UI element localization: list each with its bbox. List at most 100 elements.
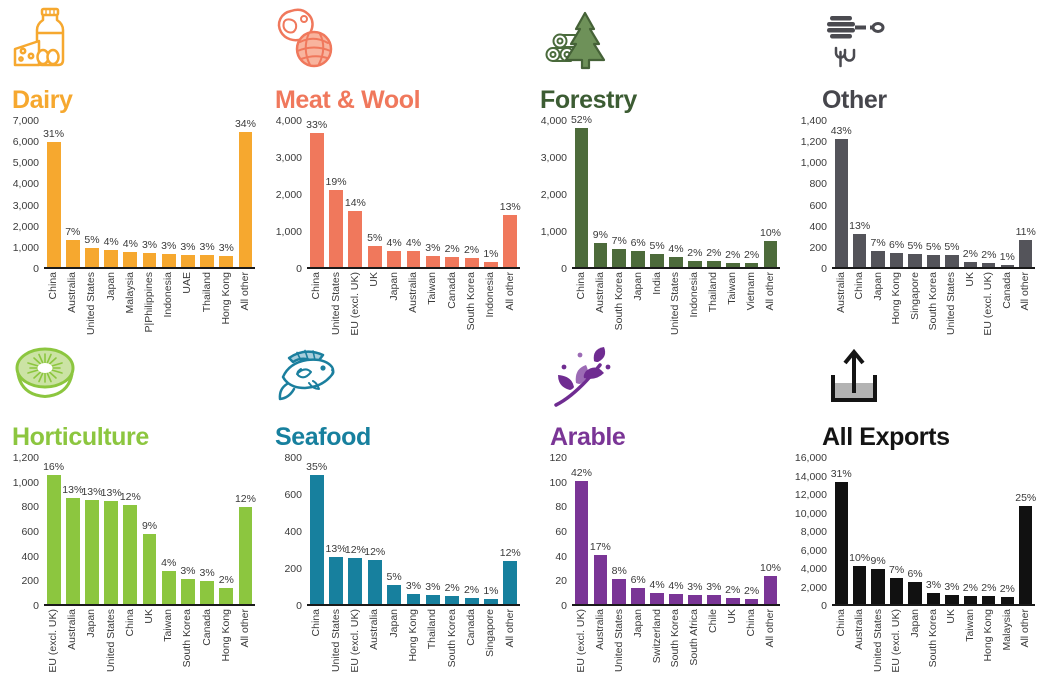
x-tick-label: South Africa <box>688 609 701 666</box>
bar <box>834 139 848 267</box>
x-tick-label: Australia <box>368 609 381 650</box>
bar <box>963 262 978 267</box>
bar-value-label: 2% <box>706 247 722 260</box>
y-tick-label: 1,400 <box>800 115 827 127</box>
x-tick-label: Switzerland <box>650 609 663 664</box>
bar-column: 31% <box>831 458 852 604</box>
bar-column: 2% <box>961 121 979 267</box>
y-axis: 0 200 400 600 800 1,000 1,200 1,400 <box>788 115 832 275</box>
y-tick-label: 7,000 <box>12 115 39 127</box>
x-tick-label: United States <box>612 609 625 673</box>
bar <box>142 533 157 604</box>
y-tick-label: 0 <box>821 263 827 275</box>
honey-dipper-icon <box>827 16 885 68</box>
bar-value-label: 2% <box>687 246 703 259</box>
bar-column: 25% <box>1015 458 1037 604</box>
bar-column: 7% <box>869 121 887 267</box>
bar <box>631 250 645 267</box>
y-tick-label: 2,000 <box>12 220 39 233</box>
bar-value-label: 3% <box>706 581 722 594</box>
bar <box>348 557 363 604</box>
bar-value-label: 4% <box>103 236 119 249</box>
bar <box>406 251 421 267</box>
bar <box>219 587 234 604</box>
plot-area: 52% 9% 7% 6% 5% 4% 2% 2% 2% 2% 10% <box>571 114 781 269</box>
bar-column: 2% <box>217 458 236 604</box>
x-tick-label: UK <box>963 272 976 287</box>
bar-value-label: 5% <box>386 570 402 583</box>
x-tick-label: All other <box>764 272 777 311</box>
x-tick-label: All other <box>503 272 516 311</box>
bar-value-label: 10% <box>760 561 782 574</box>
bar-value-label: 3% <box>405 579 422 592</box>
bar-column: 52% <box>571 114 592 267</box>
bar-value-label: 9% <box>141 519 158 532</box>
bar-value-label: 7% <box>888 564 905 577</box>
y-tick-label: 0 <box>33 263 39 275</box>
x-tick-label: South Korea <box>181 609 194 668</box>
bar <box>329 190 343 267</box>
x-tick-label: UK <box>143 609 156 624</box>
bar-value-label: 25% <box>1015 491 1037 504</box>
x-tick-label: United States <box>104 609 117 673</box>
x-tick-label: South Korea <box>926 609 939 668</box>
bar-column: 5% <box>924 121 942 267</box>
bar-value-label: 11% <box>1015 225 1036 238</box>
bar <box>945 255 959 267</box>
x-tick-label: All other <box>238 272 251 311</box>
bar-column: 9% <box>869 458 887 604</box>
bar-value-label: 2% <box>725 248 741 261</box>
x-tick-label: Singapore <box>908 272 921 320</box>
bar-value-label: 4% <box>161 556 177 569</box>
bar-column: 14% <box>345 121 366 267</box>
bar-column: 2% <box>980 121 998 267</box>
bar-column: 12% <box>500 458 521 604</box>
bar-column: 2% <box>980 458 998 604</box>
y-tick-label: 3,000 <box>12 199 39 212</box>
bar <box>669 256 683 267</box>
bar <box>503 561 518 604</box>
bar <box>387 251 402 267</box>
bar <box>982 596 996 604</box>
bar-column: 6% <box>629 458 648 604</box>
x-tick-label: Japan <box>104 272 117 301</box>
y-tick-label: 800 <box>284 452 302 464</box>
bar-value-label: 2% <box>744 585 760 598</box>
y-tick-label: 400 <box>21 550 39 563</box>
x-tick-label: China <box>310 272 323 300</box>
bar-column: 2% <box>443 458 462 604</box>
bar-value-label: 31% <box>43 128 65 141</box>
bar-column: 4% <box>384 121 403 267</box>
bar <box>65 239 80 267</box>
x-tick-label: Australia <box>66 272 79 313</box>
bar <box>1000 264 1014 267</box>
x-tick-label: Japan <box>387 609 400 638</box>
bar-column: 42% <box>571 458 592 604</box>
x-tick-label: United States <box>669 272 682 336</box>
x-tick-label: Malaysia <box>1000 609 1013 651</box>
bar <box>123 505 138 604</box>
bar-column: 5% <box>648 121 667 267</box>
bar <box>425 594 440 604</box>
y-tick-label: 3,000 <box>540 152 567 164</box>
bar <box>688 260 702 267</box>
bar <box>982 263 996 267</box>
bar <box>46 142 61 267</box>
x-tick-label: Vietnam <box>745 272 758 311</box>
bar-value-label: 4% <box>122 237 138 250</box>
bar-column: 2% <box>685 121 704 267</box>
bar <box>763 241 778 267</box>
bar <box>46 474 61 604</box>
bar-value-label: 4% <box>649 578 665 591</box>
bar-value-label: 9% <box>592 228 608 241</box>
bar-value-label: 2% <box>744 248 760 261</box>
x-tick-label: All other <box>1019 272 1032 311</box>
bar-value-label: 6% <box>907 567 923 580</box>
y-axis: 0 1,000 2,000 3,000 4,000 5,000 6,000 7,000 <box>0 115 44 275</box>
x-tick-label: China <box>834 609 847 637</box>
bar-value-label: 3% <box>180 565 196 578</box>
bar-value-label: 2% <box>444 581 460 594</box>
bar-column: 9% <box>140 458 159 604</box>
forestry-icon <box>545 11 606 70</box>
bar-column: 5% <box>82 121 101 267</box>
